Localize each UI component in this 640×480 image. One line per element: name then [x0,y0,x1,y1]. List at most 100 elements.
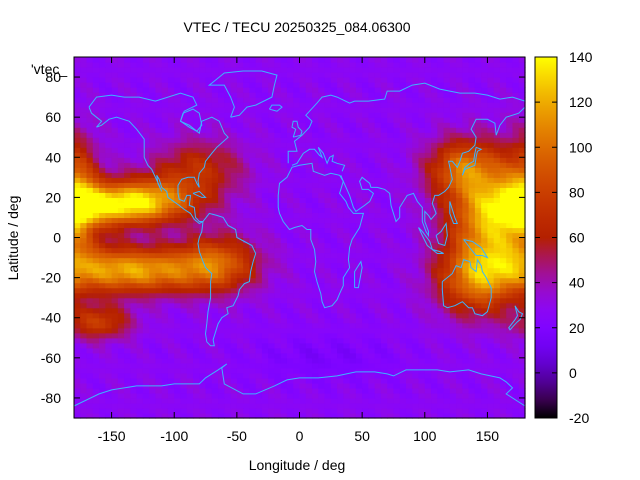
heat-cell [412,107,420,113]
heat-cell [236,407,244,414]
heat-cell [393,227,401,234]
heat-cell [418,297,426,304]
heat-cell [186,402,194,409]
heat-cell [74,362,81,369]
heat-cell [99,362,106,369]
heat-cell [512,327,520,334]
heat-cell [117,302,125,309]
heat-cell [512,117,520,123]
heat-cell [443,122,451,128]
heat-cell [349,182,357,188]
heat-cell [80,407,88,414]
heat-cell [412,257,420,264]
heat-cell [474,357,482,364]
heat-cell [74,142,81,148]
heat-cell [368,137,376,143]
heat-cell [243,77,250,83]
heat-cell [286,92,294,98]
heat-cell [393,147,401,153]
heat-cell [186,132,194,138]
heat-cell [111,92,119,98]
heat-cell [161,307,169,314]
heat-cell [99,127,106,133]
heat-cell [518,372,526,379]
heat-cell [380,287,388,294]
heat-cell [268,242,276,249]
heat-cell [443,152,451,158]
heat-cell [174,172,182,178]
heat-cell [337,162,344,168]
heat-cell [481,367,489,374]
heat-cell [318,82,326,88]
heat-cell [268,412,276,419]
heat-cell [211,92,219,98]
heat-cell [205,412,213,419]
heat-cell [236,207,244,214]
heat-cell [380,382,388,389]
heat-cell [274,282,282,289]
heat-cell [343,172,351,178]
heat-cell [380,172,388,178]
heat-cell [86,92,94,98]
heat-cell [462,287,470,294]
heat-cell [330,302,338,309]
heat-cell [299,142,307,148]
heat-cell [174,82,182,88]
heat-cell [374,232,382,239]
heat-cell [199,122,207,128]
heat-cell [149,412,157,419]
heat-cell [161,107,169,113]
heat-cell [518,182,526,188]
heat-cell [136,227,144,234]
heat-cell [243,397,250,404]
heat-cell [92,187,100,193]
heat-cell [305,272,313,279]
heat-cell [468,157,476,163]
heat-cell [117,317,125,324]
heat-cell [474,92,482,98]
heat-cell [380,342,388,349]
heat-cell [99,172,106,178]
heat-cell [380,367,388,374]
heat-cell [186,87,194,93]
heat-cell [149,67,157,73]
heat-cell [105,112,113,118]
heat-cell [186,372,194,379]
heat-cell [243,207,250,214]
heat-cell [167,137,175,143]
heat-cell [499,332,507,339]
heat-cell [299,87,307,93]
heat-cell [86,197,94,203]
heat-cell [193,212,200,219]
heat-cell [456,132,463,138]
heat-cell [418,362,426,369]
heat-cell [324,257,332,264]
heat-cell [142,107,150,113]
heat-cell [443,147,451,153]
heat-cell [74,302,81,309]
heat-cell [437,77,445,83]
heat-cell [506,87,514,93]
heat-cell [180,72,188,78]
heat-cell [92,352,100,359]
heat-cell [412,247,420,254]
heat-cell [80,122,88,128]
heat-cell [199,392,207,399]
heat-cell [149,242,157,249]
heat-cell [180,172,188,178]
heat-cell [249,362,257,369]
heat-cell [74,77,81,83]
heat-cell [506,372,514,379]
heat-cell [474,387,482,394]
heat-cell [167,292,175,299]
heat-cell [355,132,363,138]
heat-cell [380,77,388,83]
heat-cell [105,307,113,314]
heat-cell [418,162,426,168]
heat-cell [443,257,451,264]
heat-cell [449,77,457,83]
heat-cell [174,107,182,113]
heat-cell [261,407,269,414]
heat-cell [80,157,88,163]
heat-cell [161,132,169,138]
